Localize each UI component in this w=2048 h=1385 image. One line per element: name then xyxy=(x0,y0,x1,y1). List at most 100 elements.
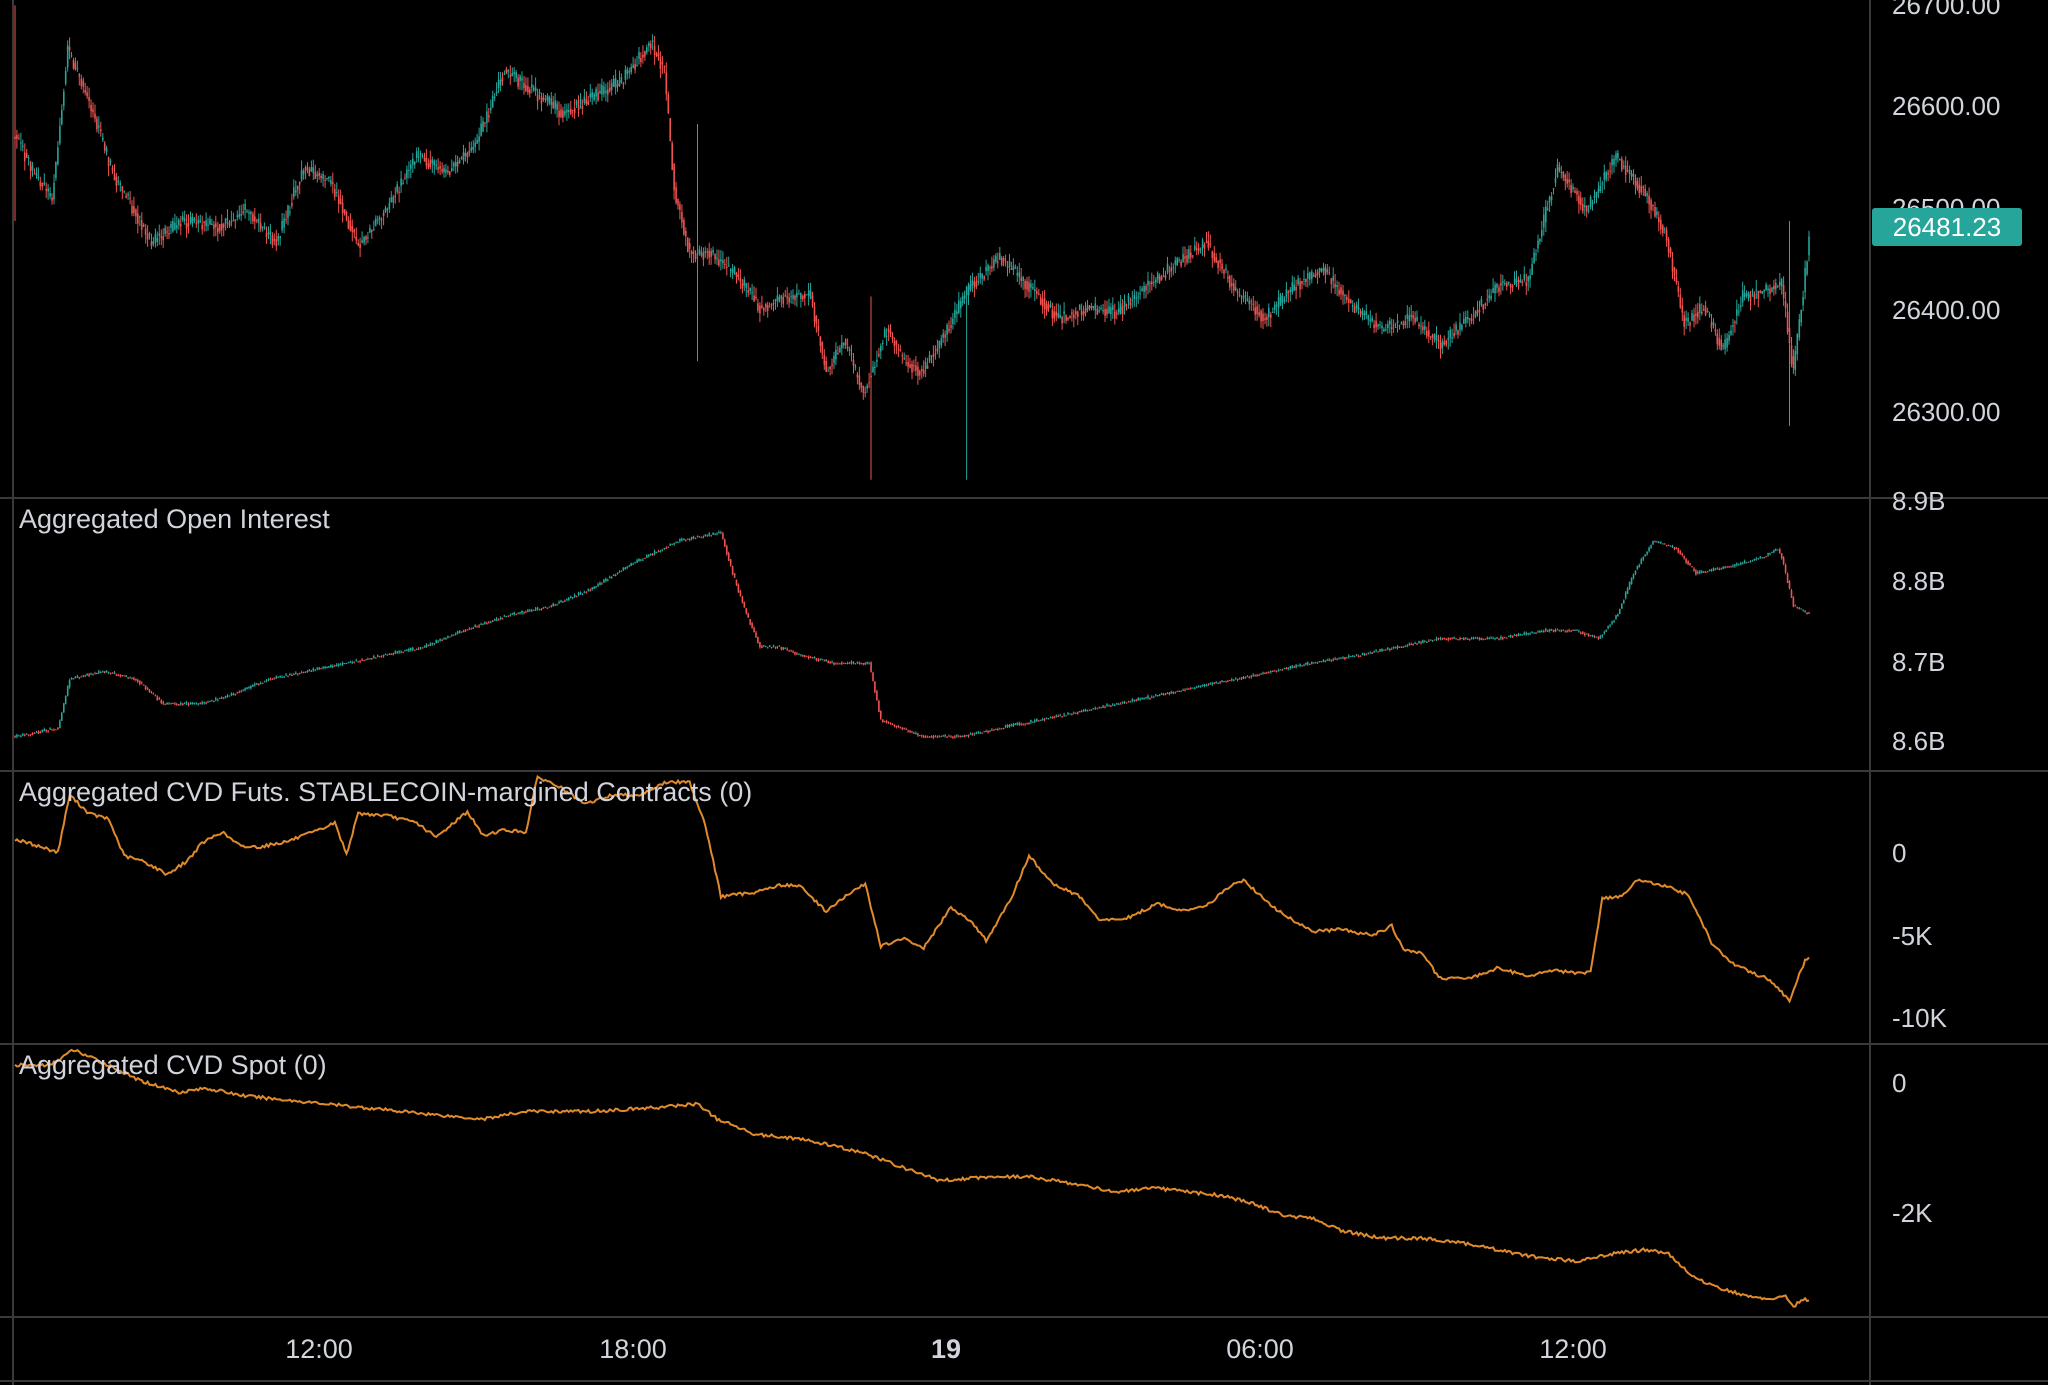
candle-body xyxy=(86,92,88,97)
candle-body xyxy=(1554,177,1557,183)
candle-body xyxy=(648,43,650,46)
candle-body xyxy=(351,661,354,663)
candle-body xyxy=(1223,269,1225,274)
candle-body xyxy=(308,669,311,672)
candle-body xyxy=(1020,277,1022,281)
candle-body xyxy=(944,334,946,338)
candle-body xyxy=(1067,712,1069,715)
candle-body xyxy=(1780,279,1783,287)
candle-body xyxy=(872,672,874,682)
candle-body xyxy=(862,663,865,665)
candle-body xyxy=(127,677,129,679)
candle-body xyxy=(714,254,716,260)
candle-body xyxy=(1102,309,1104,312)
candle-body xyxy=(1808,612,1810,614)
candle-body xyxy=(971,733,974,735)
candle-body xyxy=(1428,330,1430,337)
candle-body xyxy=(460,157,463,159)
candle-body xyxy=(1461,638,1463,640)
candle-body xyxy=(696,253,699,255)
candle-body xyxy=(1314,662,1317,664)
candle-body xyxy=(1568,179,1570,183)
candle-body xyxy=(1071,713,1073,715)
candle-body xyxy=(1371,318,1373,321)
candle-body xyxy=(1240,677,1243,679)
candle-body xyxy=(995,729,997,730)
candle-body xyxy=(1786,311,1789,332)
candle-body xyxy=(335,664,338,666)
candle-body xyxy=(1632,574,1635,579)
candle-body xyxy=(1396,646,1399,649)
candle-body xyxy=(757,637,759,644)
candle-body xyxy=(876,691,878,700)
candle-body xyxy=(753,627,755,633)
candle-body xyxy=(220,223,223,231)
candle-body xyxy=(718,532,720,534)
candle-body xyxy=(289,673,291,676)
candle-body xyxy=(228,695,231,697)
candle-body xyxy=(963,735,966,737)
candle-body xyxy=(1266,316,1268,320)
candle-body xyxy=(482,623,484,625)
candle-body xyxy=(367,237,369,239)
candle-body xyxy=(127,194,129,196)
candle-body xyxy=(542,98,545,100)
candle-body xyxy=(1578,195,1580,204)
candle-body xyxy=(1389,648,1391,651)
candle-body xyxy=(156,696,159,701)
candle-body xyxy=(1145,286,1147,291)
candle-body xyxy=(439,639,441,641)
candle-body xyxy=(868,663,870,665)
candle-body xyxy=(1730,566,1732,568)
candle-body xyxy=(1250,301,1253,303)
candle-body xyxy=(351,225,354,233)
candle-body xyxy=(154,695,157,697)
candle-body xyxy=(1256,674,1258,676)
candle-body xyxy=(761,305,763,308)
candle-body xyxy=(1414,317,1416,323)
candle-body xyxy=(1420,325,1422,327)
candle-body xyxy=(1617,614,1619,617)
candle-body xyxy=(827,660,829,664)
candle-body xyxy=(1476,638,1479,640)
candle-body xyxy=(1254,675,1256,677)
candle-body xyxy=(388,202,391,209)
candle-body xyxy=(774,299,777,302)
candle-body xyxy=(786,648,788,650)
candle-body xyxy=(1104,706,1106,708)
candle-body xyxy=(969,284,972,290)
candle-body xyxy=(1182,689,1184,691)
candle-body xyxy=(1297,278,1299,285)
candle-body xyxy=(948,328,950,331)
candle-body xyxy=(1502,637,1504,639)
candle-body xyxy=(197,219,200,224)
candle-body xyxy=(1755,558,1758,560)
candle-body xyxy=(480,623,482,625)
candle-body xyxy=(1601,634,1604,637)
candle-body xyxy=(989,730,991,732)
candle-body xyxy=(891,723,894,725)
candle-body xyxy=(527,85,529,93)
candle-body xyxy=(603,579,605,583)
candle-body xyxy=(642,54,644,58)
candle-body xyxy=(698,536,701,538)
candle-body xyxy=(796,292,798,298)
candle-body xyxy=(821,658,824,660)
candle-body xyxy=(1129,302,1132,306)
candle-body xyxy=(1546,630,1549,632)
candle-body xyxy=(1180,261,1182,266)
candle-body xyxy=(295,190,297,193)
candle-body xyxy=(928,354,931,361)
candle-body xyxy=(1369,319,1372,322)
candle-body xyxy=(148,233,151,235)
candle-body xyxy=(1277,669,1280,671)
candle-body xyxy=(1246,676,1249,678)
candle-body xyxy=(624,567,627,569)
candle-body xyxy=(1098,310,1100,312)
candle-body xyxy=(1798,319,1801,338)
candle-body xyxy=(111,672,114,674)
candle-body xyxy=(722,533,724,539)
candle-body xyxy=(402,182,404,185)
candle-body xyxy=(889,723,892,725)
